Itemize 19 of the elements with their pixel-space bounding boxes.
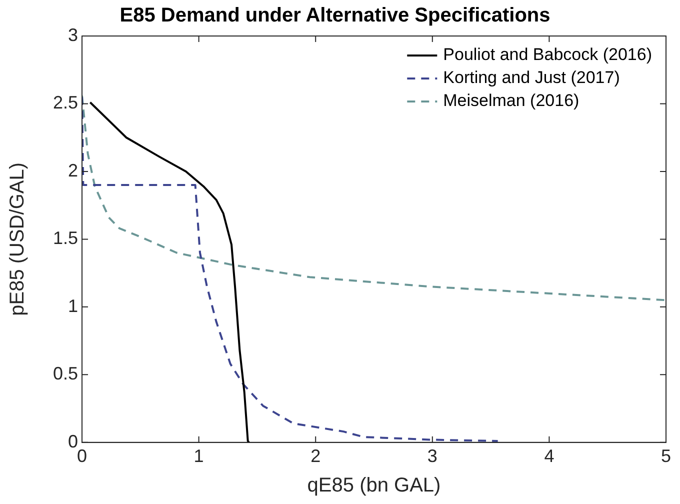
y-tick-label: 2.5	[52, 92, 78, 113]
line-series	[82, 94, 666, 302]
legend-label: Korting and Just (2017)	[443, 68, 620, 88]
y-axis-title: pE85 (USD/GAL)	[6, 162, 29, 316]
x-tick-label: 4	[544, 446, 554, 466]
x-tick-label: 2	[310, 446, 321, 466]
legend-label: Pouliot and Babcock (2016)	[443, 45, 652, 64]
y-tick-label: 2	[68, 160, 78, 180]
chart-title: E85 Demand under Alternative Specifications	[120, 4, 550, 27]
x-tick-label: 3	[427, 446, 438, 466]
x-axis-title: qE85 (bn GAL)	[307, 474, 441, 497]
y-tick-label: 1	[68, 296, 78, 316]
y-tick-label: 1.5	[52, 228, 78, 248]
x-tick-label: 1	[194, 446, 204, 466]
y-tick-label: 3	[68, 24, 78, 45]
y-tick-label: 0.5	[52, 364, 78, 384]
y-tick-label: 0	[68, 431, 78, 452]
x-tick-label: 5	[660, 446, 672, 466]
legend-label: Meiselman (2016)	[443, 91, 580, 110]
